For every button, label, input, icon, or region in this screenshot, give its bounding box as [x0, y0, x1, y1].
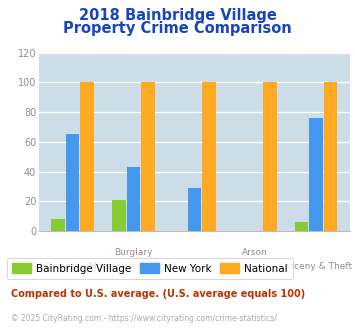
Text: Arson: Arson — [242, 248, 268, 257]
Bar — [127, 167, 140, 231]
Text: Property Crime Comparison: Property Crime Comparison — [63, 21, 292, 36]
Text: Burglary: Burglary — [114, 248, 153, 257]
Bar — [66, 134, 79, 231]
Bar — [188, 188, 201, 231]
Text: Motor Vehicle Theft: Motor Vehicle Theft — [89, 262, 178, 271]
Bar — [202, 82, 216, 231]
Bar — [81, 82, 94, 231]
Bar — [324, 82, 338, 231]
Bar — [141, 82, 155, 231]
Text: Larceny & Theft: Larceny & Theft — [280, 262, 352, 271]
Bar — [310, 118, 323, 231]
Bar — [51, 219, 65, 231]
Legend: Bainbridge Village, New York, National: Bainbridge Village, New York, National — [7, 258, 293, 279]
Text: 2018 Bainbridge Village: 2018 Bainbridge Village — [78, 8, 277, 23]
Bar — [295, 222, 308, 231]
Text: © 2025 CityRating.com - https://www.cityrating.com/crime-statistics/: © 2025 CityRating.com - https://www.city… — [11, 314, 277, 323]
Text: Compared to U.S. average. (U.S. average equals 100): Compared to U.S. average. (U.S. average … — [11, 289, 305, 299]
Bar — [112, 200, 126, 231]
Text: All Property Crime: All Property Crime — [31, 262, 114, 271]
Bar — [263, 82, 277, 231]
